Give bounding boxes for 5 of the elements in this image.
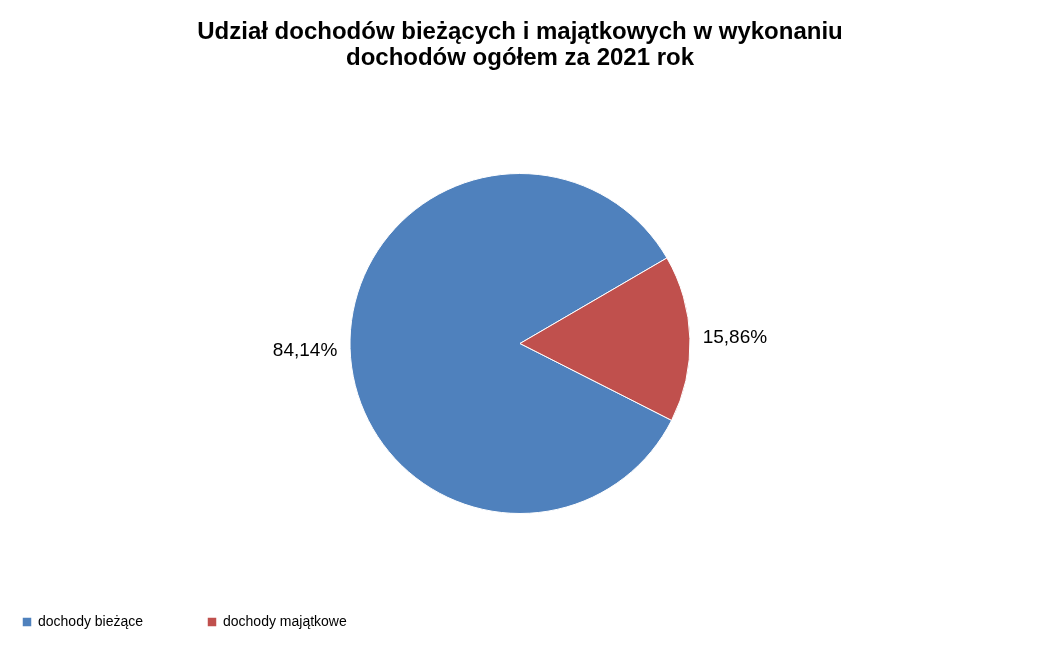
data-label: 15,86% [702, 326, 768, 348]
data-label: 84,14% [272, 338, 338, 360]
legend-label: dochody majątkowe [223, 613, 347, 629]
chart-title: Udział dochodów bieżących i majątkowych w wykonaniu dochodów ogółem za 2021 rok [197, 17, 843, 70]
legend-label: dochody bieżące [38, 613, 144, 629]
